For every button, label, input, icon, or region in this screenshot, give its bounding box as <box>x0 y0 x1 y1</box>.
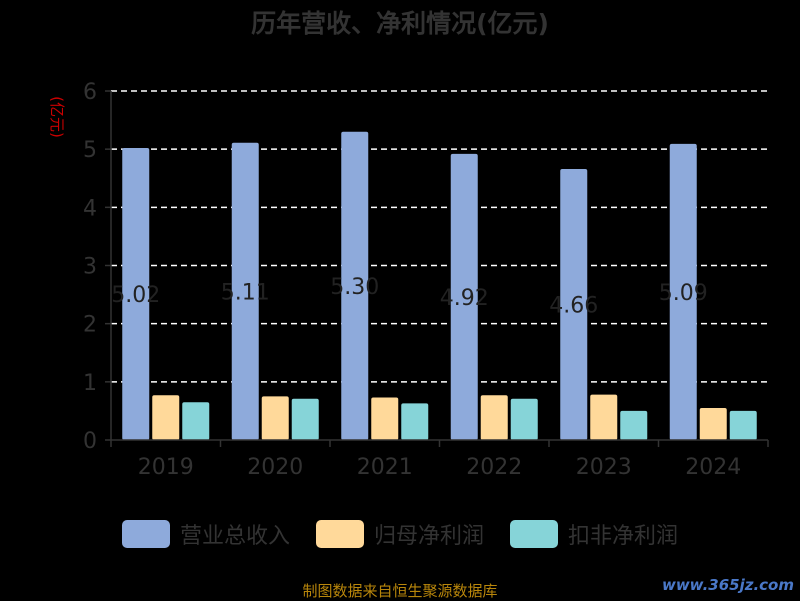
bar <box>152 395 180 440</box>
legend-label: 扣非净利润 <box>568 524 679 549</box>
bar-value-label: 5.02 <box>111 283 160 308</box>
x-tick-label: 2019 <box>138 455 194 480</box>
bar <box>699 408 727 440</box>
legend-swatch <box>121 520 170 548</box>
bar-value-label: 5.09 <box>659 281 708 306</box>
bar <box>291 398 319 440</box>
y-tick-label: 0 <box>83 429 97 454</box>
bar <box>510 398 538 440</box>
bar <box>480 395 508 440</box>
bar-value-label: 5.30 <box>330 275 379 300</box>
legend-item: 营业总收入 <box>121 518 290 550</box>
x-tick-label: 2021 <box>357 455 413 480</box>
legend-swatch <box>315 520 364 548</box>
watermark-logo: www.365jz.com <box>661 576 794 594</box>
bar <box>182 402 210 440</box>
x-tick-label: 2022 <box>466 455 522 480</box>
y-tick-label: 1 <box>83 371 97 396</box>
bar-value-label: 4.92 <box>440 286 489 311</box>
legend: 营业总收入 归母净利润 扣非净利润 <box>0 518 800 550</box>
y-tick-label: 5 <box>83 138 97 163</box>
legend-item: 扣非净利润 <box>510 518 678 550</box>
chart-title: 历年营收、净利情况(亿元) <box>251 9 549 38</box>
bar <box>450 153 478 440</box>
x-tick-label: 2023 <box>576 455 632 480</box>
legend-item: 归母净利润 <box>315 518 484 550</box>
bar <box>231 142 259 441</box>
bar-value-label: 5.11 <box>221 280 270 305</box>
data-labels: 5.02 5.11 5.30 4.92 4.66 5.09 <box>111 275 707 319</box>
y-tick-label: 2 <box>83 313 97 338</box>
bar <box>729 410 757 440</box>
legend-swatch <box>510 520 558 548</box>
bar <box>669 143 697 440</box>
bar <box>401 403 429 440</box>
legend-label: 归母净利润 <box>373 524 484 549</box>
bar <box>371 397 399 440</box>
bar <box>620 410 648 440</box>
bar <box>261 396 289 440</box>
legend-label: 营业总收入 <box>179 524 290 549</box>
bar <box>341 131 369 440</box>
bar-value-label: 4.66 <box>549 293 598 318</box>
grid-lines <box>111 90 768 383</box>
axes: 0 1 2 3 4 5 6 2019 2020 2021 2022 2023 2024 <box>83 80 769 480</box>
bars <box>122 131 757 441</box>
y-axis-label: (亿元) <box>48 96 66 138</box>
bar <box>590 394 618 440</box>
y-tick-label: 4 <box>83 196 97 221</box>
y-tick-label: 6 <box>83 80 97 105</box>
x-tick-label: 2024 <box>685 455 741 480</box>
x-tick-label: 2020 <box>247 455 303 480</box>
bar <box>122 148 150 440</box>
footer-source: 制图数据来自恒生聚源数据库 <box>302 582 498 600</box>
bar <box>560 168 588 440</box>
y-tick-label: 3 <box>83 255 97 280</box>
